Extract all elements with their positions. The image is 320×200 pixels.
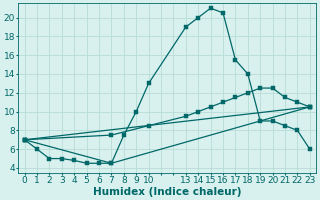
X-axis label: Humidex (Indice chaleur): Humidex (Indice chaleur) — [93, 187, 242, 197]
